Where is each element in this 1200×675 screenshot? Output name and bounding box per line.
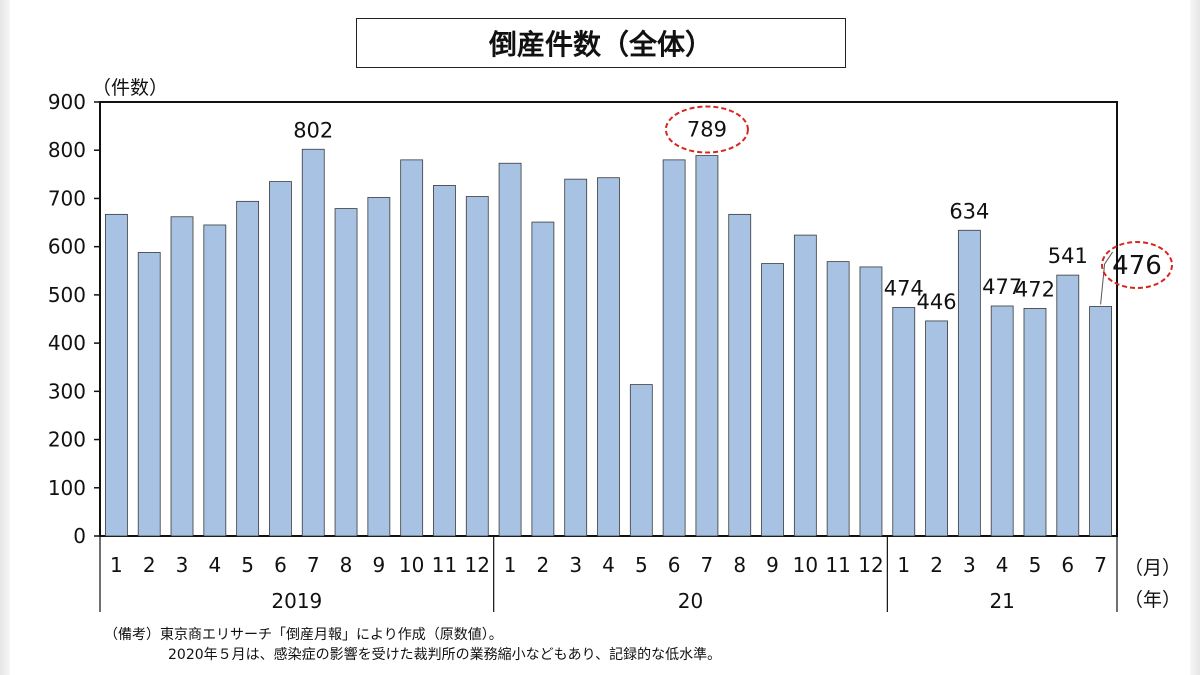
highlight-circle bbox=[664, 105, 749, 154]
y-tick-label: 100 bbox=[48, 476, 86, 500]
bar bbox=[761, 263, 784, 537]
bar bbox=[203, 224, 227, 537]
note-line-2: 2020年５月は、感染症の影響を受けた裁判所の業務縮小などもあり、記録的な低水準… bbox=[168, 647, 722, 663]
bar bbox=[957, 229, 981, 537]
y-axis-label: （件数） bbox=[92, 77, 168, 99]
x-tick-label: 4 bbox=[602, 553, 615, 577]
y-tick-label: 300 bbox=[48, 379, 86, 403]
callout-leader bbox=[1100, 251, 1114, 305]
bar bbox=[433, 185, 456, 537]
x-tick-label: 1 bbox=[897, 553, 910, 577]
y-tick-label: 200 bbox=[48, 428, 86, 452]
bar bbox=[236, 200, 260, 537]
bar bbox=[662, 159, 686, 537]
x-tick-label: 7 bbox=[307, 553, 320, 577]
x-tick-label: 3 bbox=[963, 553, 976, 577]
x-tick-label: 12 bbox=[858, 553, 883, 577]
data-label: 789 bbox=[687, 118, 727, 142]
bar bbox=[695, 155, 719, 537]
bar bbox=[990, 305, 1014, 537]
x-tick-label: 7 bbox=[1094, 553, 1107, 577]
x-tick-label: 8 bbox=[340, 553, 353, 577]
x-tick-label: 10 bbox=[399, 553, 424, 577]
x-tick-label: 1 bbox=[504, 553, 517, 577]
y-tick-label: 0 bbox=[73, 524, 86, 548]
year-group-label: 21 bbox=[989, 589, 1014, 613]
bar bbox=[531, 221, 555, 537]
x-tick-label: 5 bbox=[635, 553, 648, 577]
data-label: 472 bbox=[1015, 277, 1055, 301]
x-tick-label: 2 bbox=[930, 553, 943, 577]
bar bbox=[334, 208, 358, 537]
year-unit-label: （年） bbox=[1124, 589, 1181, 611]
bar bbox=[301, 148, 325, 537]
y-tick-label: 600 bbox=[48, 235, 86, 259]
x-tick-label: 9 bbox=[766, 553, 779, 577]
y-tick-label: 500 bbox=[48, 283, 86, 307]
bar bbox=[137, 252, 161, 537]
x-tick-label: 11 bbox=[825, 553, 850, 577]
data-label: 476 bbox=[1112, 251, 1162, 281]
month-unit-label: （月） bbox=[1124, 557, 1181, 579]
bar bbox=[597, 177, 620, 537]
x-tick-label: 7 bbox=[701, 553, 714, 577]
x-tick-label: 10 bbox=[793, 553, 818, 577]
data-label: 474 bbox=[884, 276, 924, 300]
bar bbox=[793, 234, 817, 537]
chart-title: 倒産件数（全体） bbox=[356, 18, 846, 68]
x-tick-label: 8 bbox=[733, 553, 746, 577]
x-tick-label: 6 bbox=[1061, 553, 1074, 577]
data-label: 477 bbox=[982, 275, 1022, 299]
data-label: 446 bbox=[917, 290, 957, 314]
bar bbox=[892, 307, 916, 537]
x-tick-label: 2 bbox=[143, 553, 156, 577]
data-label: 802 bbox=[293, 118, 333, 142]
y-tick-label: 900 bbox=[48, 90, 86, 114]
x-tick-label: 1 bbox=[110, 553, 123, 577]
bar bbox=[367, 197, 391, 537]
x-tick-label: 5 bbox=[1029, 553, 1042, 577]
note-line-1: （備考）東京商エリサーチ「倒産月報」により作成（原数値）。 bbox=[104, 627, 503, 643]
x-tick-label: 5 bbox=[241, 553, 254, 577]
x-tick-label: 2 bbox=[537, 553, 550, 577]
page-edge-right bbox=[1190, 0, 1200, 675]
bar bbox=[400, 159, 424, 537]
bar bbox=[826, 261, 850, 537]
bar bbox=[1056, 274, 1080, 537]
x-tick-label: 3 bbox=[176, 553, 189, 577]
x-tick-label: 11 bbox=[432, 553, 457, 577]
bar bbox=[269, 181, 292, 537]
bar bbox=[1089, 306, 1112, 537]
year-group-label: 20 bbox=[678, 589, 703, 613]
bar bbox=[564, 178, 588, 537]
x-tick-label: 9 bbox=[372, 553, 385, 577]
bar bbox=[465, 196, 489, 537]
y-tick-label: 700 bbox=[48, 186, 86, 210]
data-label: 541 bbox=[1048, 244, 1088, 268]
bar bbox=[629, 384, 653, 537]
highlight-circle bbox=[1101, 241, 1173, 289]
bar bbox=[498, 162, 522, 537]
page-edge-left bbox=[0, 0, 10, 675]
bar bbox=[728, 213, 752, 537]
x-tick-label: 6 bbox=[668, 553, 681, 577]
x-tick-label: 12 bbox=[465, 553, 490, 577]
x-tick-label: 4 bbox=[208, 553, 221, 577]
bar bbox=[105, 213, 128, 537]
data-label: 634 bbox=[949, 199, 989, 223]
y-tick-label: 400 bbox=[48, 331, 86, 355]
x-tick-label: 3 bbox=[569, 553, 582, 577]
year-group-label: 2019 bbox=[271, 589, 322, 613]
x-tick-label: 4 bbox=[996, 553, 1009, 577]
y-tick-label: 800 bbox=[48, 138, 86, 162]
bar bbox=[170, 216, 194, 537]
bar bbox=[1023, 307, 1047, 537]
bar bbox=[859, 266, 883, 537]
x-tick-label: 6 bbox=[274, 553, 287, 577]
bar bbox=[925, 320, 948, 537]
